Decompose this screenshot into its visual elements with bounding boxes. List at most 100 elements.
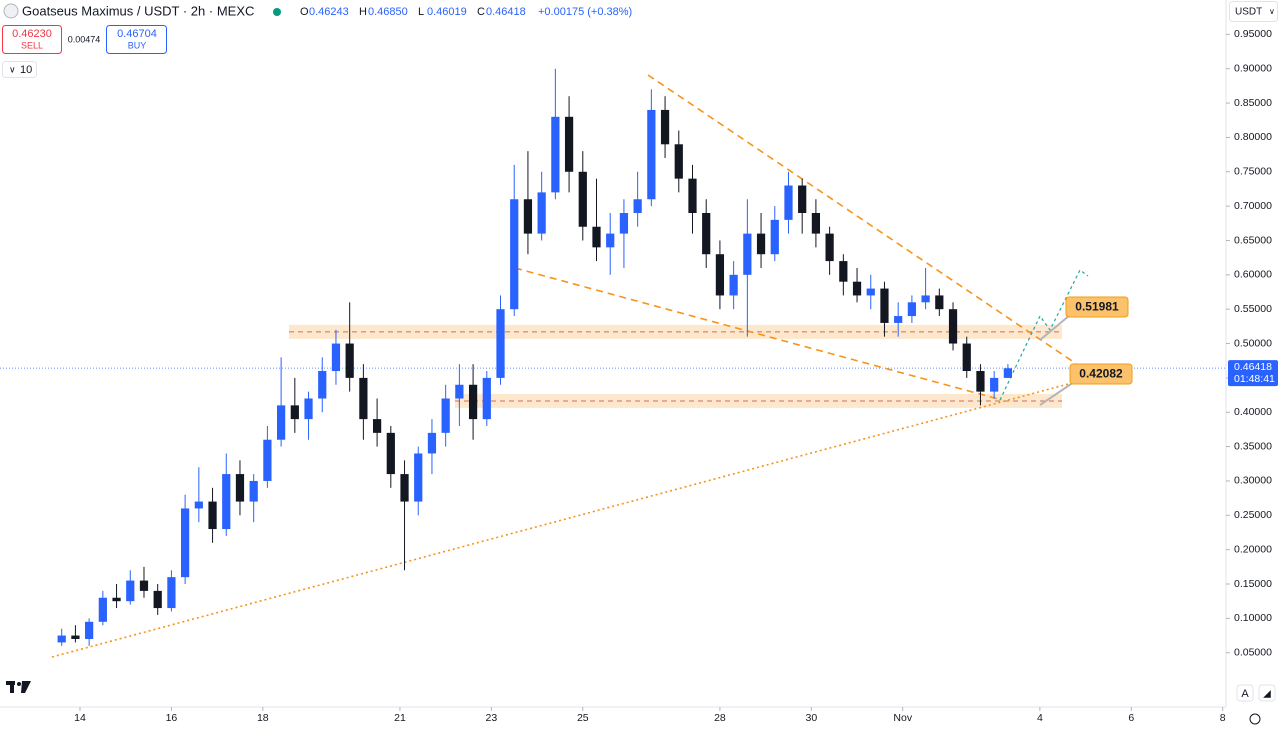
candle-body: [592, 226, 601, 248]
candle-body: [633, 199, 642, 213]
candle-body: [208, 501, 217, 530]
y-tick-label: 0.55000: [1234, 303, 1272, 315]
candle-body: [359, 377, 368, 420]
indicator-toggle[interactable]: [2, 61, 37, 78]
candle-body: [962, 343, 971, 372]
y-tick-label: 0.05000: [1234, 647, 1272, 659]
x-tick-label: 25: [577, 712, 589, 724]
candle-body: [181, 508, 190, 578]
candle-body: [866, 288, 875, 296]
ohlc-key: L: [418, 6, 424, 18]
candle-body: [811, 212, 821, 234]
x-tick-label: 16: [166, 712, 178, 724]
candle-body: [660, 109, 670, 145]
y-tick-label: 0.90000: [1234, 62, 1272, 74]
y-tick-label: 0.60000: [1234, 269, 1272, 281]
candle-body: [57, 635, 66, 643]
y-tick-label: 0.80000: [1234, 131, 1272, 143]
buy-button[interactable]: [106, 25, 167, 54]
candle-body: [85, 621, 94, 639]
candle-body: [935, 295, 944, 310]
symbol-title[interactable]: Goatseus Maximus / USDT · 2h · MEXC: [22, 3, 254, 18]
currency-button[interactable]: [1229, 1, 1278, 22]
y-tick-label: 0.30000: [1234, 475, 1272, 487]
candle-body: [743, 233, 752, 275]
candle-body: [852, 281, 862, 296]
candle-body: [71, 635, 80, 639]
x-tick-label: 28: [714, 712, 726, 724]
candle-body: [564, 116, 574, 172]
callout-box: [1069, 363, 1133, 385]
price-tag-countdown: 01:48:41: [1234, 373, 1275, 385]
candle-body: [1003, 368, 1012, 378]
candle-body: [839, 261, 848, 282]
ohlc-legend: O 0.46243 H 0.46850 L 0.46019 C 0.46418: [300, 6, 526, 18]
candle-body: [921, 295, 930, 303]
spread: 0.00474: [68, 34, 101, 44]
candle-body: [372, 419, 382, 433]
log-scale-button[interactable]: [1258, 684, 1276, 702]
level-zone: [455, 393, 1062, 408]
auto-scale-button[interactable]: [1236, 684, 1254, 702]
callout-box: [1065, 296, 1129, 318]
candle-body: [126, 580, 135, 602]
y-tick-label: 0.65000: [1234, 234, 1272, 246]
y-tick-label: 0.15000: [1234, 578, 1272, 590]
ohlc-value: 0.46418: [486, 6, 526, 18]
candle-body: [784, 185, 793, 220]
candle-body: [510, 199, 519, 310]
candle-body: [825, 233, 834, 262]
candle-body: [702, 212, 711, 255]
chevron: ∨: [1269, 7, 1275, 16]
candle-body: [551, 116, 560, 193]
candle-body: [194, 501, 203, 509]
candle-body: [482, 377, 491, 420]
candle-body: [276, 405, 286, 440]
candle-body: [619, 212, 629, 234]
x-tick-label: 4: [1037, 712, 1043, 724]
candle-body: [414, 453, 423, 502]
candle-body: [386, 432, 395, 475]
symbol-icon: [3, 3, 19, 19]
level-zone: [289, 324, 1062, 339]
x-tick-label: Nov: [893, 712, 912, 724]
candle-body: [139, 580, 149, 591]
auto-scale-label: A: [1241, 688, 1249, 700]
x-tick-label: 18: [257, 712, 269, 724]
buy-label: BUY: [128, 40, 147, 50]
sell-price: 0.46230: [12, 28, 52, 40]
candle-body: [263, 439, 272, 481]
candle-body: [290, 405, 299, 420]
upper-trendline: [647, 74, 1079, 366]
ohlc-value: 0.46243: [309, 6, 349, 18]
candle-body: [249, 480, 258, 502]
chevron: ∨: [9, 64, 16, 74]
x-tick-label: 23: [486, 712, 498, 724]
settings-button[interactable]: [1249, 713, 1261, 725]
candle-body: [235, 474, 245, 502]
sell-button[interactable]: [2, 25, 62, 54]
support-trendline: [51, 382, 1073, 658]
log-scale-icon: ◢: [1263, 689, 1271, 700]
candle-body: [441, 398, 450, 433]
candle-body: [894, 316, 903, 323]
y-tick-label: 0.75000: [1234, 166, 1272, 178]
candle-body: [756, 233, 766, 255]
drawings: [51, 74, 1089, 658]
candle-body: [770, 219, 779, 255]
lower-trendline: [514, 267, 1003, 401]
candle-body: [798, 185, 807, 213]
candle-body: [715, 254, 725, 296]
market-status: [273, 8, 281, 16]
candle-body: [98, 597, 107, 622]
y-tick-label: 0.40000: [1234, 406, 1272, 418]
candle-body: [153, 590, 162, 609]
x-tick-label: 14: [74, 712, 86, 724]
callout-label: 0.42082: [1079, 367, 1123, 381]
candle-body: [468, 384, 478, 420]
candle-body: [907, 302, 917, 317]
candle-body: [729, 274, 738, 296]
callout-pointer: [1039, 314, 1071, 341]
